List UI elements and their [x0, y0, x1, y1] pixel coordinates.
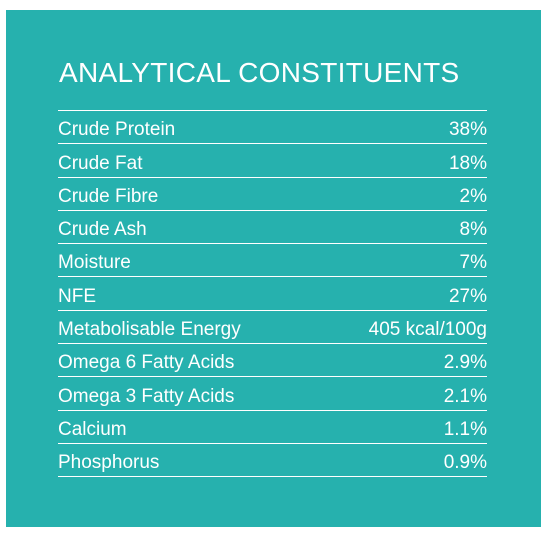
- table-row: Calcium 1.1%: [58, 411, 487, 444]
- constituents-table: Crude Protein 38% Crude Fat 18% Crude Fi…: [58, 110, 487, 478]
- row-label: Omega 3 Fatty Acids: [58, 385, 235, 407]
- row-value: 18%: [448, 152, 487, 174]
- table-row: Crude Ash 8%: [58, 211, 487, 245]
- row-value: 0.9%: [443, 452, 487, 474]
- row-label: Crude Ash: [58, 219, 147, 241]
- row-value: 1.1%: [443, 418, 487, 440]
- row-label: Crude Fat: [58, 152, 143, 174]
- row-value: 2%: [459, 185, 487, 207]
- row-value: 8%: [459, 219, 487, 241]
- panel-title: ANALYTICAL CONSTITUENTS: [59, 57, 460, 88]
- row-value: 2.1%: [443, 385, 487, 407]
- table-row: NFE 27%: [58, 277, 487, 311]
- row-value: 38%: [448, 119, 487, 141]
- table-row: Crude Protein 38%: [58, 111, 487, 145]
- row-label: NFE: [58, 285, 96, 307]
- row-label: Moisture: [58, 252, 131, 274]
- row-label: Omega 6 Fatty Acids: [58, 352, 235, 374]
- table-row: Moisture 7%: [58, 244, 487, 278]
- table-row: Omega 3 Fatty Acids 2.1%: [58, 377, 487, 411]
- row-value: 405 kcal/100g: [368, 319, 487, 341]
- row-label: Calcium: [58, 418, 127, 440]
- row-label: Phosphorus: [58, 452, 160, 474]
- analytical-constituents-panel: ANALYTICAL CONSTITUENTS Crude Protein 38…: [6, 10, 541, 527]
- row-label: Metabolisable Energy: [58, 319, 241, 341]
- table-row: Metabolisable Energy 405 kcal/100g: [58, 311, 487, 345]
- table-row: Crude Fibre 2%: [58, 178, 487, 211]
- row-value: 7%: [459, 252, 487, 274]
- row-value: 2.9%: [443, 352, 487, 374]
- table-row: Phosphorus 0.9%: [58, 444, 487, 478]
- table-row: Crude Fat 18%: [58, 144, 487, 178]
- row-value: 27%: [448, 285, 487, 307]
- row-label: Crude Protein: [58, 119, 176, 141]
- row-label: Crude Fibre: [58, 185, 159, 207]
- table-row: Omega 6 Fatty Acids 2.9%: [58, 344, 487, 378]
